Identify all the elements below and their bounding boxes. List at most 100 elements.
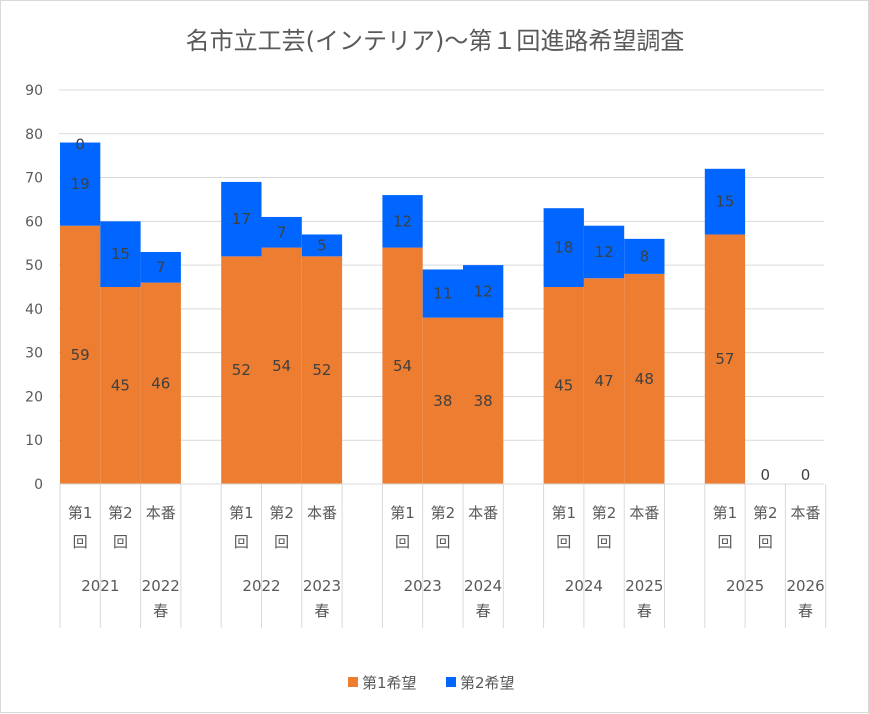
bar-second-choice <box>221 181 262 257</box>
category-label: 第1 <box>229 504 254 522</box>
category-label: 回 <box>274 533 289 551</box>
data-label-second-choice: 0 <box>760 466 770 484</box>
bars <box>60 142 746 484</box>
y-tick-label: 80 <box>25 127 43 143</box>
category-label: 回 <box>234 533 249 551</box>
bar-second-choice <box>140 251 181 283</box>
bar-first-choice <box>221 256 262 484</box>
data-label-first-choice: 59 <box>71 346 90 364</box>
legend-label: 第2希望 <box>460 674 515 692</box>
category-label: 回 <box>395 533 410 551</box>
group-label: 2023 <box>303 577 341 595</box>
category-label: 回 <box>717 533 732 551</box>
data-label-first-choice: 38 <box>433 392 452 410</box>
data-label-first-choice: 52 <box>232 361 251 379</box>
data-label-second-choice: 11 <box>433 285 452 303</box>
y-tick-label: 60 <box>25 214 43 230</box>
bar-first-choice <box>382 247 423 484</box>
y-tick-label: 30 <box>25 346 43 362</box>
bar-first-choice <box>463 317 504 484</box>
group-label: 2022 <box>142 577 180 595</box>
data-label-first-choice: 47 <box>595 372 614 390</box>
data-label-first-choice: 38 <box>474 392 493 410</box>
bar-first-choice <box>60 225 101 484</box>
data-label-first-choice: 57 <box>715 350 734 368</box>
data-label-first-choice: 54 <box>272 357 291 375</box>
data-label-first-choice: 46 <box>151 374 170 392</box>
category-label: 本番 <box>629 504 659 522</box>
category-label: 第1 <box>551 504 576 522</box>
data-label-second-choice: 0 <box>801 466 811 484</box>
category-label: 第2 <box>269 504 294 522</box>
legend: 第1希望 第2希望 <box>348 674 515 692</box>
data-label-second-choice: 7 <box>277 223 287 241</box>
y-tick-label: 70 <box>25 171 43 187</box>
bar-first-choice <box>624 273 665 484</box>
y-tick-label: 0 <box>34 477 43 493</box>
category-label: 第2 <box>753 504 778 522</box>
category-label: 回 <box>73 533 88 551</box>
bar-second-choice <box>624 238 665 274</box>
y-tick-label: 90 <box>25 83 43 99</box>
bar-first-choice <box>100 287 141 484</box>
chart-title: 名市立工芸(インテリア)～第１回進路希望調査 <box>186 27 685 55</box>
legend-label: 第1希望 <box>362 674 417 692</box>
data-label-second-choice: 17 <box>232 210 251 228</box>
category-label: 回 <box>435 533 450 551</box>
category-label: 本番 <box>791 504 821 522</box>
data-label-first-choice: 54 <box>393 357 412 375</box>
data-label-second-choice: 12 <box>595 243 614 261</box>
data-label-first-choice: 52 <box>312 361 331 379</box>
bar-first-choice <box>704 234 746 484</box>
bar-first-choice <box>422 317 463 484</box>
category-label: 本番 <box>146 504 176 522</box>
data-labels: 59 19 45 15 46 7 52 17 54 7 52 5 54 12 38 11 38 12 45 18 47 1… <box>71 136 811 484</box>
group-label: 春 <box>637 602 652 620</box>
category-label: 第1 <box>713 504 738 522</box>
category-label: 回 <box>113 533 128 551</box>
group-label: 2026 <box>786 577 824 595</box>
bar-first-choice <box>301 256 343 484</box>
category-label: 回 <box>556 533 571 551</box>
bar-first-choice <box>140 282 181 484</box>
group-label: 春 <box>798 602 813 620</box>
data-label-second-choice: 19 <box>71 175 90 193</box>
bar-second-choice <box>261 216 302 248</box>
category-label: 本番 <box>307 504 337 522</box>
category-label: 第2 <box>108 504 133 522</box>
data-label-second-choice: 15 <box>111 245 130 263</box>
data-label-second-choice: 5 <box>317 236 327 254</box>
data-label-first-choice: 48 <box>635 370 654 388</box>
y-tick-label: 40 <box>25 302 43 318</box>
bar-second-choice <box>543 208 584 287</box>
data-label-top-total: 0 <box>75 136 85 154</box>
bar-second-choice <box>422 269 463 318</box>
data-label-first-choice: 45 <box>554 377 573 395</box>
data-label-second-choice: 12 <box>474 282 493 300</box>
data-label-first-choice: 45 <box>111 377 130 395</box>
bar-first-choice <box>261 247 302 484</box>
legend-swatch <box>348 677 358 687</box>
bar-second-choice <box>704 168 746 235</box>
group-label: 春 <box>153 602 168 620</box>
data-label-second-choice: 18 <box>554 239 573 257</box>
bar-first-choice <box>543 287 584 484</box>
y-tick-label: 20 <box>25 389 43 405</box>
bar-second-choice <box>60 142 101 226</box>
group-label: 2025 <box>625 577 663 595</box>
y-axis: 0 10 20 30 40 50 60 70 80 90 <box>25 83 43 493</box>
category-label: 第2 <box>431 504 456 522</box>
group-label: 2024 <box>464 577 502 595</box>
data-label-second-choice: 15 <box>715 193 734 211</box>
bar-first-choice <box>583 278 625 484</box>
group-label: 春 <box>476 602 491 620</box>
bar-second-choice <box>301 234 343 257</box>
bar-second-choice <box>583 225 625 279</box>
y-tick-label: 10 <box>25 433 43 449</box>
bar-second-choice <box>100 221 141 287</box>
category-label: 第2 <box>592 504 617 522</box>
category-label: 第1 <box>390 504 415 522</box>
